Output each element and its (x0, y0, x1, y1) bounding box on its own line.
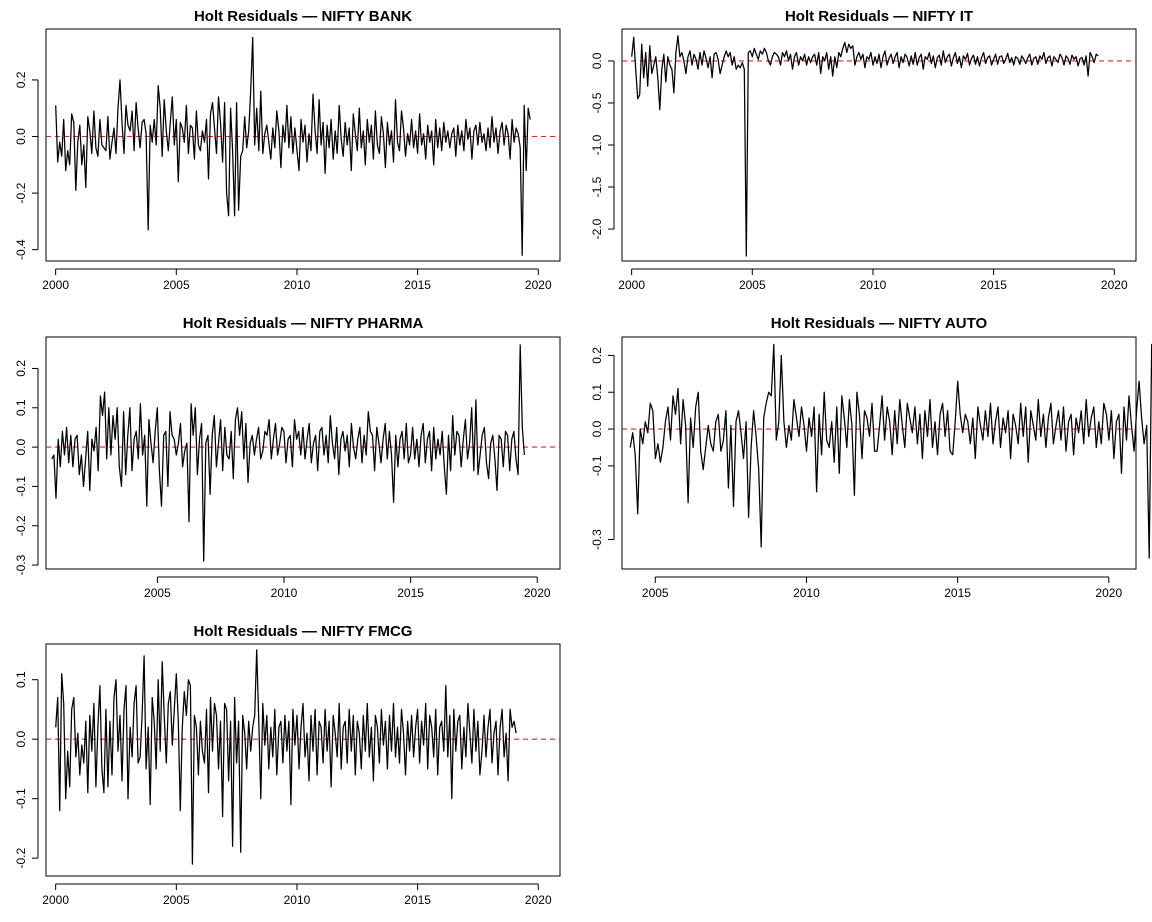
y-tick-label: 0.0 (590, 52, 604, 69)
x-tick-label: 2020 (525, 278, 552, 292)
residual-series-line (55, 36, 531, 256)
panel-title: Holt Residuals — NIFTY IT (785, 8, 973, 25)
y-tick-label: -0.4 (14, 239, 28, 260)
y-tick-label: -0.2 (14, 182, 28, 203)
x-tick-label: 2005 (163, 278, 190, 292)
y-tick-label: 0.1 (14, 671, 28, 688)
y-tick-label: -2.0 (590, 218, 604, 239)
y-tick-label: -0.1 (590, 455, 604, 476)
panel-nifty-it: Holt Residuals — NIFTY IT 2000 2005 2010 20… (590, 8, 1137, 292)
residual-series-line (51, 344, 526, 562)
x-tick-label: 2005 (144, 586, 171, 600)
panel-nifty-bank: Holt Residuals — NIFTY BANK 2000 2005 2010… (14, 8, 561, 292)
panel-nifty-pharma: Holt Residuals — NIFTY PHARMA 2005 2010 20… (14, 315, 561, 600)
panel-title: Holt Residuals — NIFTY FMCG (194, 623, 413, 640)
y-tick-label: 0.2 (14, 71, 28, 88)
y-tick-label: 0.1 (14, 399, 28, 416)
residual-series-line (55, 649, 517, 865)
x-tick-label: 2010 (793, 586, 820, 600)
x-tick-label: 2005 (642, 586, 669, 600)
x-tick-label: 2015 (397, 586, 424, 600)
panel-nifty-fmcg: Holt Residuals — NIFTY FMCG 2000 2005 2010… (14, 623, 561, 907)
x-tick-label: 2010 (860, 278, 887, 292)
y-tick-label: 0.1 (590, 384, 604, 401)
panel-title: Holt Residuals — NIFTY BANK (194, 8, 412, 25)
x-tick-label: 2005 (739, 278, 766, 292)
y-tick-label: 0.2 (590, 347, 604, 364)
x-tick-label: 2010 (284, 278, 311, 292)
y-tick-label: -0.1 (14, 788, 28, 809)
y-tick-label: 0.0 (14, 128, 28, 145)
y-tick-label: 0.0 (590, 420, 604, 437)
y-tick-label: 0.0 (14, 438, 28, 455)
x-tick-label: 2000 (618, 278, 645, 292)
y-tick-label: -0.2 (14, 515, 28, 536)
plot-frame (45, 336, 561, 570)
x-tick-label: 2020 (1101, 278, 1128, 292)
y-tick-label: -0.3 (590, 529, 604, 550)
x-tick-label: 2000 (42, 278, 69, 292)
residual-series-line (629, 343, 1152, 559)
x-tick-label: 2000 (42, 893, 69, 907)
x-tick-label: 2015 (404, 893, 431, 907)
y-tick-label: 0.0 (14, 731, 28, 748)
x-tick-label: 2020 (524, 586, 551, 600)
y-tick-label: -0.5 (590, 92, 604, 113)
x-tick-label: 2015 (404, 278, 431, 292)
residual-series-line (631, 35, 1099, 257)
panel-nifty-auto: Holt Residuals — NIFTY AUTO 2005 2010 2015… (590, 315, 1152, 600)
y-tick-label: -0.1 (14, 476, 28, 497)
x-tick-label: 2010 (284, 893, 311, 907)
y-tick-label: -0.3 (14, 554, 28, 575)
x-tick-label: 2015 (980, 278, 1007, 292)
plot-frame (45, 643, 561, 877)
y-tick-label: -0.2 (14, 847, 28, 868)
x-tick-label: 2020 (525, 893, 552, 907)
x-tick-label: 2020 (1095, 586, 1122, 600)
plot-frame (621, 336, 1137, 570)
x-tick-label: 2015 (944, 586, 971, 600)
panel-title: Holt Residuals — NIFTY AUTO (771, 315, 988, 332)
y-tick-label: -1.0 (590, 134, 604, 155)
x-tick-label: 2005 (163, 893, 190, 907)
plot-frame (45, 28, 561, 262)
y-tick-label: -1.5 (590, 176, 604, 197)
panel-title: Holt Residuals — NIFTY PHARMA (183, 315, 424, 332)
x-tick-label: 2010 (271, 586, 298, 600)
plot-frame (621, 28, 1137, 262)
y-tick-label: 0.2 (14, 360, 28, 377)
